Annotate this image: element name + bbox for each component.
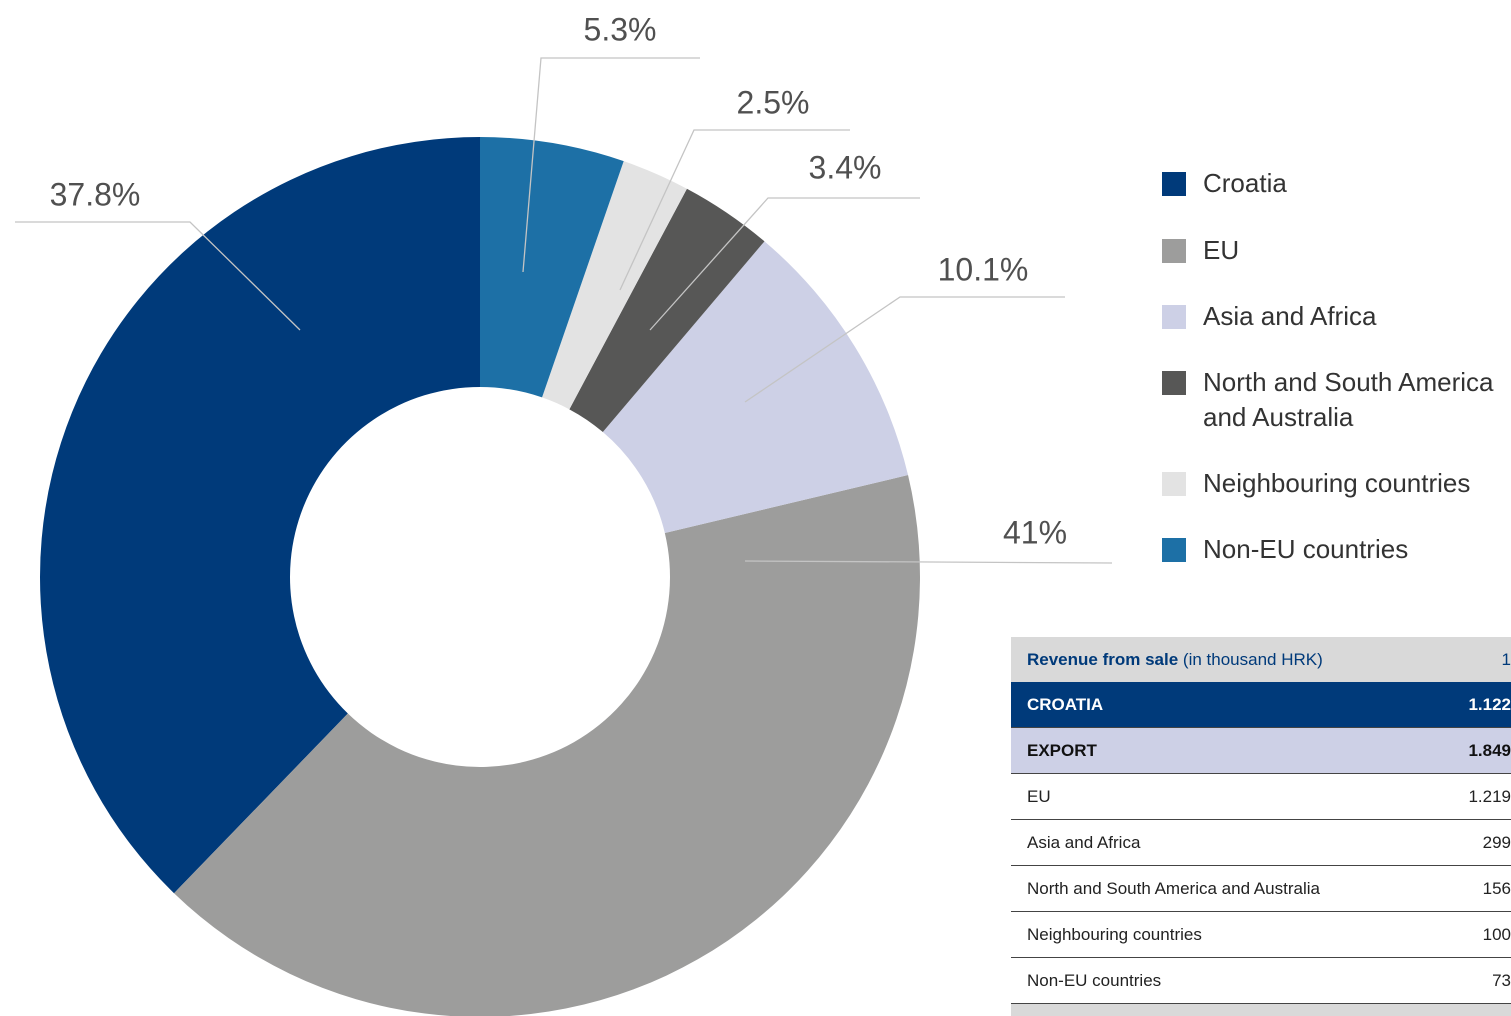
row-label: North and South America and Australia	[1011, 865, 1451, 912]
row-value: 73	[1450, 957, 1511, 1004]
table-row: EXPORT 1.849	[1011, 727, 1511, 774]
row-value: 299	[1450, 819, 1511, 866]
row-value: 156	[1450, 865, 1511, 912]
legend-swatch	[1162, 172, 1186, 196]
data-label: 2.5%	[737, 84, 810, 120]
legend-label: Croatia	[1203, 168, 1287, 198]
table-row: EU 1.219	[1011, 773, 1511, 820]
row-label: Asia and Africa	[1011, 819, 1451, 866]
table-row: Neighbouring countries 100	[1011, 911, 1511, 958]
donut-chart: 37.8% 41% 10.1% 3.4% 2.5% 5.3%	[15, 11, 1113, 1016]
table-row: North and South America and Australia 156	[1011, 865, 1511, 912]
donut-slice	[40, 137, 480, 894]
legend-label: Neighbouring countries	[1203, 468, 1471, 498]
row-label: EU	[1011, 773, 1451, 820]
legend-item: EU	[1162, 233, 1511, 268]
legend-label: Non-EU countries	[1203, 534, 1409, 564]
leader-line	[619, 129, 850, 291]
row-label: EXPORT	[1011, 727, 1451, 774]
data-label: 37.8%	[50, 176, 141, 212]
legend-label: North and South America and Australia	[1203, 367, 1494, 432]
table-header: Revenue from sale (in thousand HRK) 1	[1011, 637, 1511, 682]
legend-item: Asia and Africa	[1162, 299, 1511, 334]
data-label: 3.4%	[809, 149, 882, 185]
leader-line	[649, 197, 920, 331]
header-cell: Revenue from sale (in thousand HRK)	[1011, 637, 1451, 682]
donut-slice	[480, 137, 624, 398]
legend-label: Asia and Africa	[1203, 301, 1377, 331]
row-value: 1.122	[1450, 682, 1511, 728]
row-label: Non-EU countries	[1011, 957, 1451, 1004]
table-row: Asia and Africa 299	[1011, 819, 1511, 866]
legend-item: Non-EU countries	[1162, 532, 1511, 567]
legend-swatch	[1162, 305, 1186, 329]
legend-item: Croatia	[1162, 166, 1511, 201]
table-row: CROATIA 1.122	[1011, 682, 1511, 728]
table-row: Non-EU countries 73	[1011, 957, 1511, 1004]
legend-swatch	[1162, 371, 1186, 395]
legend-swatch	[1162, 472, 1186, 496]
legend-swatch	[1162, 239, 1186, 263]
legend-label: EU	[1203, 235, 1240, 265]
donut-slice	[602, 241, 909, 533]
row-value: 1.849	[1450, 727, 1511, 774]
row-value: 1.219	[1450, 773, 1511, 820]
data-label: 5.3%	[584, 11, 657, 47]
data-label: 10.1%	[938, 251, 1029, 287]
row-value: 100	[1450, 911, 1511, 958]
donut-slice	[174, 475, 920, 1016]
header-column: 1	[1450, 637, 1511, 682]
row-label: CROATIA	[1011, 682, 1451, 728]
legend-item: Neighbouring countries	[1162, 466, 1511, 501]
data-label: 41%	[1003, 514, 1067, 550]
revenue-table: Revenue from sale (in thousand HRK) 1 CR…	[1011, 637, 1511, 1004]
row-label: Neighbouring countries	[1011, 911, 1451, 958]
legend-item: North and South America and Australia	[1162, 365, 1511, 435]
legend: Croatia EU Asia and Africa North and South …	[1162, 166, 1511, 567]
header-title: Revenue from sale	[1027, 649, 1179, 669]
legend-swatch	[1162, 538, 1186, 562]
table: Revenue from sale (in thousand HRK) 1 CR…	[1011, 637, 1511, 1004]
leader-line	[15, 221, 301, 331]
table-footer	[1011, 1004, 1511, 1016]
leader-line	[744, 296, 1065, 403]
leader-line	[744, 560, 1113, 564]
leader-line	[522, 57, 700, 273]
header-unit: (in thousand HRK)	[1182, 649, 1323, 669]
